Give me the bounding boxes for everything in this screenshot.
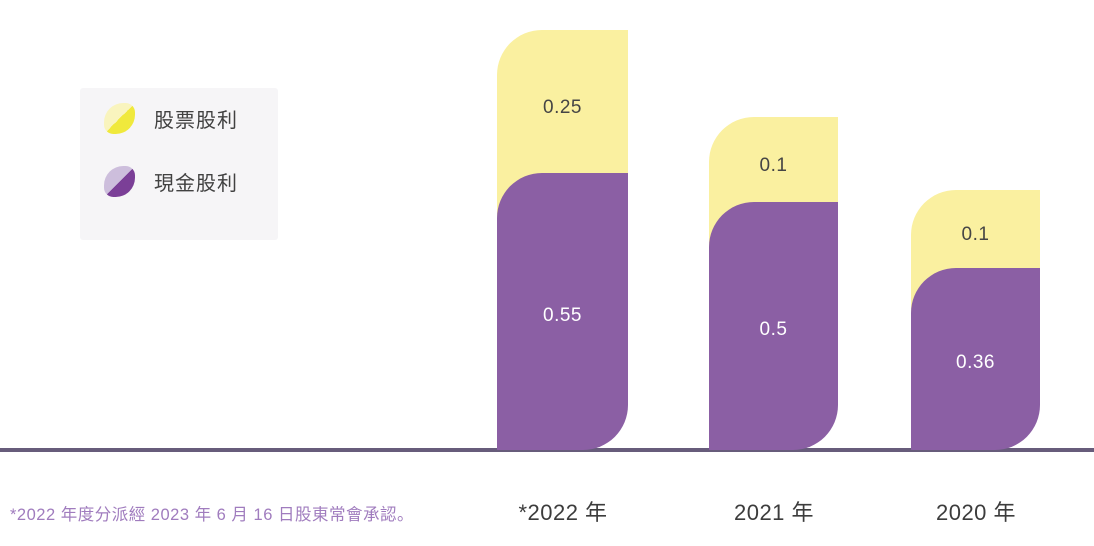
legend-item-cash-dividend: 現金股利	[104, 165, 278, 197]
legend-item-stock-dividend: 股票股利	[104, 102, 278, 134]
x-axis-label-2022: *2022 年	[518, 500, 608, 525]
cash-dividend-segment	[911, 268, 1040, 450]
legend-label-stock-dividend: 股票股利	[154, 109, 238, 132]
purple-leaf-icon	[104, 165, 135, 197]
bar-group-2020: 0.1 0.36	[911, 190, 1040, 450]
chart-legend: 股票股利 現金股利	[80, 88, 278, 240]
x-axis-label-2021: 2021 年	[733, 500, 815, 525]
x-axis-label-2020: 2020 年	[935, 500, 1017, 525]
cash-dividend-segment	[709, 202, 838, 450]
x-axis-line	[0, 448, 1094, 452]
cash-dividend-segment	[497, 173, 628, 450]
footnote-text: *2022 年度分派經 2023 年 6 月 16 日股東常會承認。	[10, 506, 414, 524]
yellow-leaf-icon	[104, 102, 135, 134]
bar-group-2022: 0.25 0.55	[497, 30, 628, 450]
bar-group-2021: 0.1 0.5	[709, 117, 838, 450]
legend-label-cash-dividend: 現金股利	[154, 172, 238, 195]
